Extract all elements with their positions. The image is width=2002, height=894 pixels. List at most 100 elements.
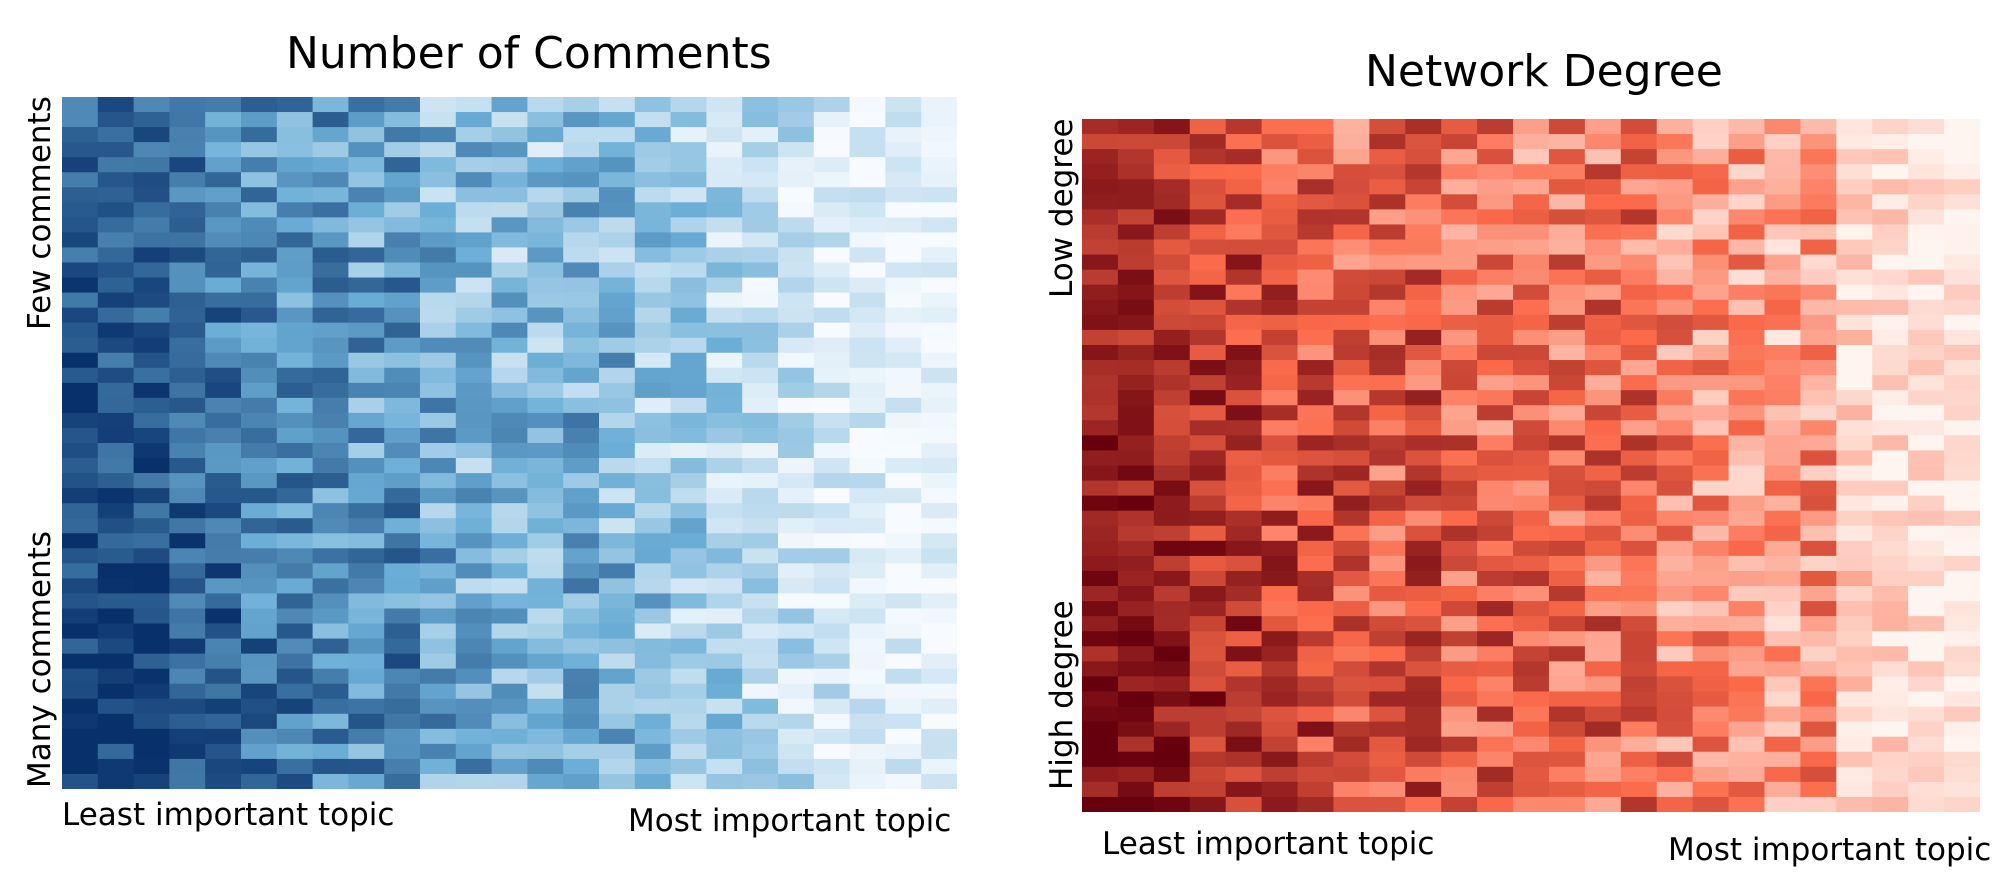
heatmap-cell: [1908, 420, 1945, 436]
heatmap-cell: [527, 262, 564, 279]
heatmap-cell: [1261, 209, 1299, 226]
heatmap-cell: [1082, 736, 1119, 753]
heatmap-cell: [133, 473, 170, 489]
heatmap-cell: [1405, 555, 1442, 572]
heatmap-cell: [491, 503, 528, 519]
heatmap-cell: [1908, 269, 1945, 286]
heatmap-cell: [1189, 435, 1227, 452]
heatmap-cell: [241, 97, 278, 113]
heatmap-cell: [706, 97, 743, 113]
heatmap-cell: [1944, 329, 1980, 346]
heatmap-cell: [1189, 224, 1227, 241]
heatmap-cell: [778, 548, 815, 564]
heatmap-cell: [1441, 555, 1478, 572]
heatmap-cell: [1189, 465, 1227, 482]
heatmap-cell: [1441, 465, 1478, 482]
heatmap-cell: [921, 668, 957, 685]
heatmap-cell: [1441, 631, 1478, 647]
heatmap-cell: [133, 277, 170, 294]
heatmap-cell: [1369, 736, 1406, 753]
heatmap-cell: [563, 563, 600, 579]
heatmap-cell: [1584, 570, 1622, 587]
heatmap-cell: [778, 623, 815, 640]
heatmap-cell: [384, 488, 421, 504]
heatmap-cell: [97, 488, 135, 504]
heatmap-cell: [348, 202, 385, 218]
heatmap-cell: [62, 593, 99, 610]
heatmap-cell: [241, 112, 278, 128]
heatmap-cell: [1908, 570, 1945, 587]
heatmap-cell: [1513, 676, 1550, 693]
heatmap-cell: [348, 728, 385, 745]
heatmap-cell: [241, 172, 278, 188]
heatmap-cell: [1369, 570, 1406, 587]
heatmap-cell: [742, 698, 779, 715]
heatmap-cell: [1261, 269, 1299, 286]
heatmap-cell: [778, 563, 815, 579]
heatmap-cell: [1548, 284, 1586, 301]
heatmap-cell: [1117, 495, 1155, 512]
heatmap-cell: [778, 232, 815, 249]
heatmap-cell: [1620, 495, 1658, 512]
heatmap-cell: [97, 458, 135, 474]
heatmap-cell: [921, 427, 957, 444]
heatmap-cell: [813, 713, 851, 730]
heatmap-cell: [1620, 540, 1658, 557]
heatmap-cell: [312, 698, 349, 715]
heatmap-cell: [241, 473, 278, 489]
heatmap-cell: [1153, 721, 1191, 738]
heatmap-cell: [455, 382, 493, 399]
heatmap-cell: [133, 458, 170, 474]
heatmap-cell: [1764, 405, 1801, 421]
heatmap-cell: [1584, 646, 1622, 662]
heatmap-cell: [1117, 164, 1155, 180]
heatmap-cell: [1836, 796, 1873, 812]
heatmap-cell: [1153, 119, 1191, 135]
heatmap-cell: [1800, 751, 1837, 768]
heatmap-cell: [813, 157, 851, 173]
heatmap-cell: [133, 412, 170, 429]
heatmap-cell: [1369, 766, 1406, 783]
heatmap-cell: [1333, 269, 1370, 286]
heatmap-cell: [1225, 465, 1263, 482]
heatmap-cell: [1153, 254, 1191, 271]
heatmap-cell: [1584, 269, 1622, 286]
heatmap-cell: [276, 307, 314, 324]
heatmap-cell: [1908, 555, 1945, 572]
heatmap-cell: [1656, 344, 1694, 361]
heatmap-cell: [1117, 239, 1155, 256]
heatmap-cell: [312, 563, 349, 579]
heatmap-cell: [1513, 736, 1550, 753]
heatmap-cell: [1477, 164, 1514, 180]
heatmap-cell: [1369, 721, 1406, 738]
heatmap-cell: [706, 533, 743, 549]
comments-y-label-top: Few comments: [22, 96, 58, 330]
heatmap-cell: [491, 728, 528, 745]
heatmap-cell: [921, 608, 957, 625]
heatmap-cell: [599, 277, 636, 294]
heatmap-cell: [921, 518, 957, 534]
heatmap-cell: [921, 397, 957, 414]
heatmap-cell: [1297, 164, 1335, 180]
heatmap-cell: [348, 503, 385, 519]
heatmap-cell: [1656, 480, 1694, 497]
heatmap-cell: [1513, 164, 1550, 180]
heatmap-cell: [133, 743, 170, 760]
heatmap-cell: [1692, 570, 1730, 587]
heatmap-cell: [384, 247, 421, 264]
heatmap-cell: [97, 112, 135, 128]
heatmap-cell: [348, 112, 385, 128]
heatmap-cell: [1656, 721, 1694, 738]
heatmap-cell: [778, 202, 815, 218]
heatmap-cell: [1513, 450, 1550, 467]
heatmap-cell: [634, 698, 672, 715]
heatmap-cell: [1333, 601, 1370, 617]
heatmap-cell: [205, 217, 242, 233]
heatmap-cell: [563, 443, 600, 459]
heatmap-cell: [169, 202, 206, 218]
heatmap-cell: [1872, 555, 1909, 572]
heatmap-cell: [563, 217, 600, 233]
heatmap-cell: [1369, 344, 1406, 361]
heatmap-cell: [706, 758, 743, 775]
heatmap-cell: [241, 593, 278, 610]
